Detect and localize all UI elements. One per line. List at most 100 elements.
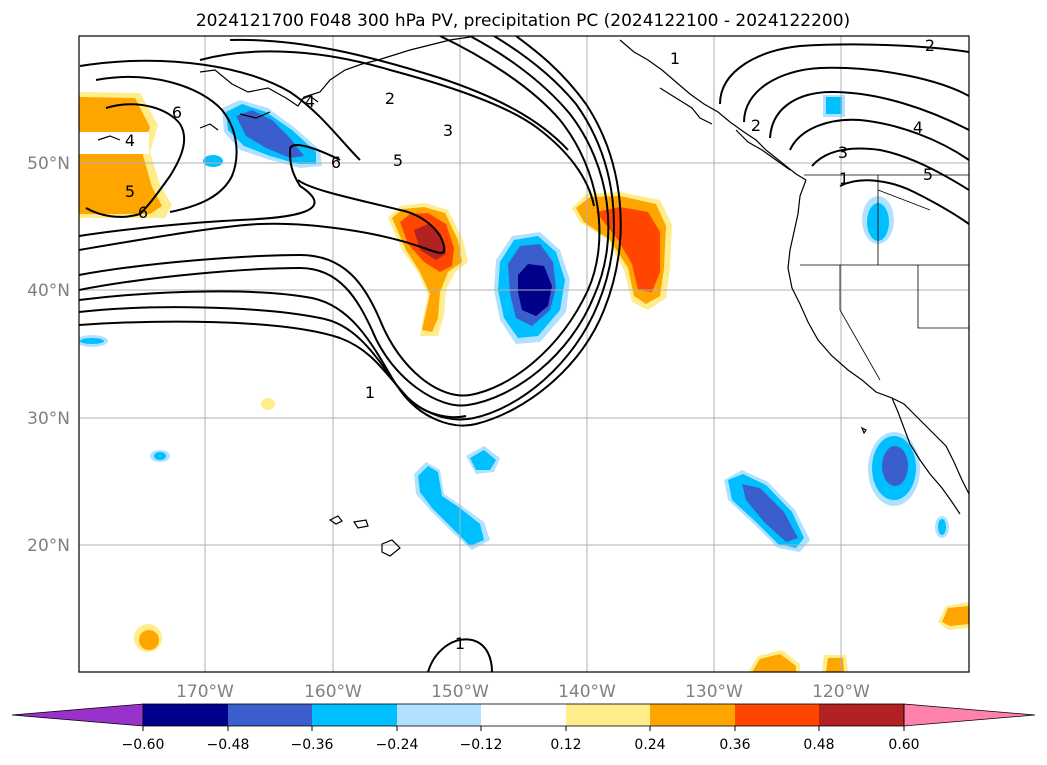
contour-label: 3 xyxy=(443,121,453,140)
coastline-alaska xyxy=(199,36,471,107)
island-hawaii xyxy=(328,515,401,557)
contour-label: 6 xyxy=(331,153,341,172)
figure-title: 2024121700 F048 300 hPa PV, precipitatio… xyxy=(196,11,850,31)
precip-negative-mexico-core xyxy=(882,446,908,486)
colorbar-label: 0.48 xyxy=(803,737,834,753)
colorbar-frame xyxy=(142,703,905,727)
contour-label: 3 xyxy=(838,143,848,162)
contour-label: 2 xyxy=(385,89,395,108)
contour-label: 1 xyxy=(670,49,680,68)
map-frame xyxy=(78,35,970,673)
pv-contour-1 xyxy=(79,36,601,397)
lon-label: 160°W xyxy=(304,682,362,702)
pv-contour-1b xyxy=(79,36,610,407)
colorbar-label: 0.36 xyxy=(719,737,750,753)
pv-contour-ne-3 xyxy=(769,90,969,139)
colorbar: −0.60 −0.48 −0.36 −0.24 −0.12 0.12 0.24 … xyxy=(11,703,1036,753)
pv-contour-inner-6 xyxy=(85,103,186,218)
colorbar-label: −0.60 xyxy=(122,737,165,753)
colorbar-label: 0.12 xyxy=(550,737,581,753)
colorbar-label: −0.48 xyxy=(207,737,250,753)
pv-contour-inner-5 xyxy=(95,76,238,213)
border-states xyxy=(800,175,969,381)
pv-contour-ne-1 xyxy=(719,43,969,105)
pv-contour-ne-4 xyxy=(789,118,969,161)
coastlines xyxy=(97,36,969,557)
pv-contour-upper-b xyxy=(229,38,569,151)
pv-contours xyxy=(79,36,969,672)
lat-label: 50°N xyxy=(27,154,70,174)
gridlines xyxy=(79,36,969,672)
coastline-gulf-alaska-detail xyxy=(97,95,319,141)
pv-contour-ne-5 xyxy=(811,147,969,191)
precip-negative-dot-c-core xyxy=(938,519,946,535)
precip-negative-bc-core xyxy=(826,97,842,114)
precip-negative-small-north-core xyxy=(470,450,496,470)
lat-label: 20°N xyxy=(27,536,70,556)
precip-positive-south-b-core xyxy=(826,658,844,672)
pv-contour-2 xyxy=(79,36,615,421)
colorbar-segment xyxy=(566,704,650,726)
colorbar-segment xyxy=(143,704,228,726)
colorbar-segment xyxy=(735,704,819,726)
pv-contour-6 xyxy=(79,144,341,237)
island-guadalupe xyxy=(860,426,867,435)
contour-label: 5 xyxy=(125,182,135,201)
lon-label: 170°W xyxy=(176,682,234,702)
contour-label: 2 xyxy=(751,116,761,135)
coastline-us-west xyxy=(787,179,969,495)
lat-label: 40°N xyxy=(27,281,70,301)
colorbar-label: 0.24 xyxy=(634,737,665,753)
lon-label: 130°W xyxy=(685,682,743,702)
precip-negative-subtropics-east-core xyxy=(742,484,798,542)
contour-label: 6 xyxy=(172,103,182,122)
colorbar-extend-low xyxy=(11,703,144,727)
pv-contour-5 xyxy=(79,179,446,254)
pv-contour-ne-2 xyxy=(743,66,969,123)
colorbar-labels: −0.60 −0.48 −0.36 −0.24 −0.12 0.12 0.24 … xyxy=(122,737,920,753)
contour-label: 2 xyxy=(925,36,935,55)
lat-label: 30°N xyxy=(27,409,70,429)
coastline-baja xyxy=(891,397,961,515)
precip-positive-west-edge-core xyxy=(79,97,162,214)
contour-label: 1 xyxy=(365,383,375,402)
colorbar-extend-high xyxy=(903,703,1036,727)
precip-positive-se-edge-core xyxy=(942,606,969,626)
precip-negative-dot-a-core xyxy=(154,452,166,460)
colorbar-segment xyxy=(650,704,735,726)
colorbar-label: −0.12 xyxy=(460,737,503,753)
contour-label: 1 xyxy=(839,169,849,188)
precip-positive-west-edge-gap xyxy=(79,132,149,154)
map-panel: 1 2 3 5 6 6 4 5 6 4 1 1 2 2 4 3 1 5 xyxy=(78,35,970,673)
contour-labels: 1 2 3 5 6 6 4 5 6 4 1 1 2 2 4 3 1 5 xyxy=(125,36,935,653)
contour-label: 4 xyxy=(125,131,135,150)
lon-label: 140°W xyxy=(558,682,616,702)
precip-negative-gulf-alaska-core xyxy=(236,110,304,158)
map-background xyxy=(79,36,969,672)
lon-label: 120°W xyxy=(812,682,870,702)
pv-contour-ne-6 xyxy=(839,179,969,225)
precip-shading xyxy=(79,92,969,672)
colorbar-ticks xyxy=(142,726,905,731)
contour-label: 5 xyxy=(393,151,403,170)
precip-negative-subtropics-central-core xyxy=(418,466,484,546)
colorbar-segment xyxy=(819,704,904,726)
colorbar-segment xyxy=(228,704,312,726)
pv-contour-3 xyxy=(79,36,622,427)
precip-positive-south-a-core xyxy=(752,654,796,672)
contour-label: 4 xyxy=(913,118,923,137)
lon-label: 150°W xyxy=(431,682,489,702)
pv-contour-4 xyxy=(79,320,467,419)
colorbar-segment xyxy=(481,704,566,726)
contour-label: 4 xyxy=(305,92,315,111)
precip-positive-dot-b xyxy=(261,398,275,410)
coastline-alaska-panhandle xyxy=(619,39,807,181)
contour-label: 1 xyxy=(455,634,465,653)
precip-positive-east-strong xyxy=(596,207,660,292)
precip-negative-small xyxy=(203,155,223,167)
contour-label: 6 xyxy=(138,203,148,222)
colorbar-label: 0.60 xyxy=(888,737,919,753)
colorbar-label: −0.36 xyxy=(291,737,334,753)
colorbar-segment xyxy=(312,704,397,726)
